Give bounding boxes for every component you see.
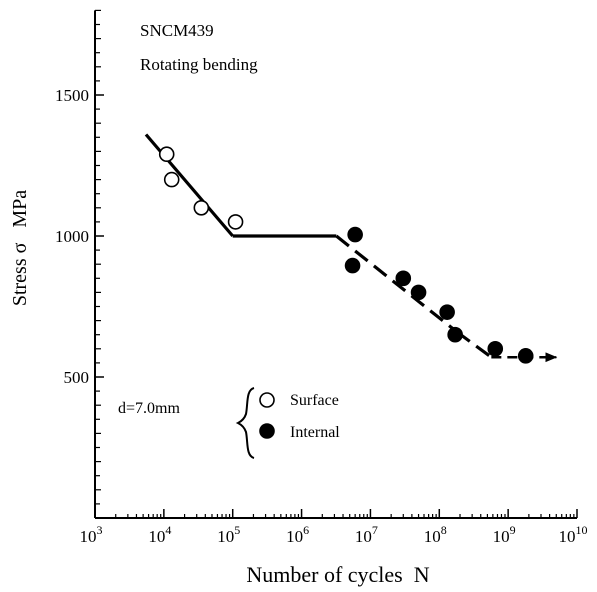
legend: Surface Internal — [235, 387, 340, 459]
y-tick-label: 500 — [64, 368, 90, 387]
x-tick-label: 1010 — [559, 523, 588, 546]
internal-data-point — [439, 304, 455, 320]
sn-curve — [144, 133, 558, 363]
sn-curve-segment — [144, 133, 234, 238]
x-tick-label: 104 — [148, 523, 171, 546]
internal-data-point — [410, 284, 427, 301]
x-tick-group: 103 104 105 106 107 108 109 1010 — [80, 509, 588, 546]
internal-data-point — [447, 326, 463, 343]
y-axis-title: Stress σ MPa — [9, 190, 31, 306]
y-tick-group: 500 1000 1500 — [55, 9, 104, 505]
surface-data-point — [227, 214, 244, 230]
material-label: SNCM439 — [140, 21, 214, 40]
test-type-label: Rotating bending — [140, 55, 258, 74]
axes — [94, 10, 577, 519]
x-tick-label: 108 — [424, 523, 447, 546]
internal-data-point — [517, 348, 534, 364]
legend-brace — [235, 387, 255, 459]
y-tick-label: 1000 — [55, 227, 89, 246]
surface-data-point — [163, 171, 180, 188]
internal-data-point — [487, 340, 504, 357]
surface-data-point — [158, 146, 175, 163]
diameter-label: d=7.0mm — [118, 400, 180, 417]
x-tick-label: 106 — [286, 523, 309, 546]
sn-curve-dashed-segment — [335, 234, 458, 334]
legend-internal-label: Internal — [290, 424, 340, 441]
x-tick-label: 103 — [80, 523, 103, 546]
legend-surface-label: Surface — [290, 392, 339, 409]
x-axis-title: Number of cycles N — [246, 562, 429, 587]
internal-data-point — [395, 270, 412, 287]
surface-data-point — [193, 200, 210, 216]
internal-data-point — [347, 226, 363, 243]
y-tick-label: 1500 — [55, 86, 89, 105]
data-points — [158, 146, 534, 364]
legend-surface-marker — [259, 392, 275, 408]
x-tick-label: 109 — [493, 523, 516, 546]
legend-internal-marker — [259, 423, 275, 439]
x-tick-label: 107 — [355, 523, 378, 546]
internal-data-point — [344, 257, 361, 274]
x-tick-label: 105 — [217, 523, 240, 546]
